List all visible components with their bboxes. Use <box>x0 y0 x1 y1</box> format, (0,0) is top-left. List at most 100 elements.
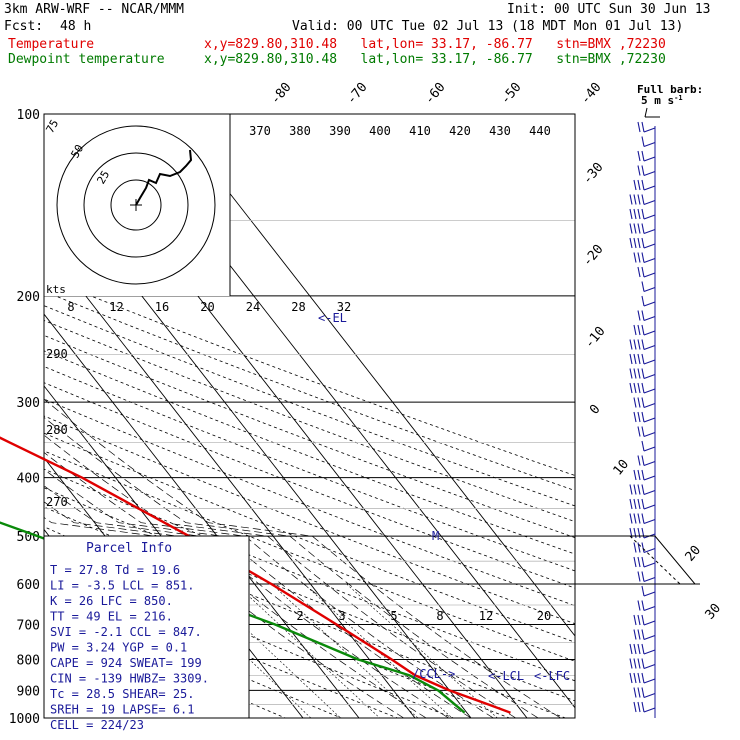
wind-barb-flag <box>637 614 641 626</box>
parcel-info-row: CIN = -139 HWBZ= 3309. <box>50 672 209 686</box>
wind-barb-flag <box>641 571 645 582</box>
hodograph-units: kts <box>46 283 66 296</box>
wind-barb-flag <box>641 484 645 495</box>
wind-barb-flag <box>637 629 641 640</box>
mixing-ratio-line <box>271 583 419 718</box>
wind-barb-shaft <box>643 185 656 191</box>
wind-barb-shaft <box>643 591 656 597</box>
hodograph: 75 50 25 kts <box>43 114 231 296</box>
wind-barb-flag <box>641 629 645 640</box>
theta-label: 390 <box>329 124 351 138</box>
wind-barb-flag <box>641 324 645 336</box>
temperature-location: x,y=829.80,310.48 lat,lon= 33.17, -86.77… <box>204 37 666 52</box>
wind-barb-flag <box>637 411 641 423</box>
parcel-info-title: Parcel Info <box>86 541 172 556</box>
wind-barb-shaft <box>643 156 656 162</box>
hodograph-ring-25: 25 <box>94 168 112 186</box>
wind-barb-shaft <box>643 373 656 380</box>
theta-label: 400 <box>369 124 391 138</box>
wind-barb-flag <box>641 411 645 423</box>
isotherm-label: 30 <box>703 601 725 623</box>
wind-barb-flag <box>641 643 645 655</box>
wind-barb-flag <box>641 397 645 408</box>
wind-barb-shaft <box>643 504 656 510</box>
wind-barb-flag <box>637 121 641 133</box>
wind-barb-flag <box>637 658 641 669</box>
wind-barb-flag <box>629 237 633 249</box>
isotherm-label: -30 <box>580 160 607 188</box>
wind-barb-flag <box>637 165 641 176</box>
wind-barb-flag <box>641 556 645 568</box>
parcel-info-row: CELL = 224/23 <box>50 718 144 732</box>
parcel-info-row: LI = -3.5 LCL = 851. <box>50 579 195 593</box>
wind-barb-flag <box>641 513 645 524</box>
wind-barb-shaft <box>643 489 656 496</box>
wind-barb-flag <box>629 339 633 350</box>
wind-barb-shaft <box>643 199 656 206</box>
isotherm-label: -10 <box>582 324 609 352</box>
theta-label: 410 <box>409 124 431 138</box>
wind-barb-flag <box>633 324 637 336</box>
wind-barb-shaft <box>643 417 656 423</box>
wind-barb-shaft <box>643 562 656 568</box>
scale-labels: 8 12 16 20 24 28 32 <box>67 300 351 314</box>
wind-barb-flag <box>629 484 633 495</box>
scale-label: 28 <box>291 300 305 314</box>
wind-barb-flag <box>641 339 645 350</box>
wind-barb-flag <box>641 542 645 553</box>
wind-barb-flag <box>637 556 641 568</box>
wind-barb-flag <box>641 208 645 220</box>
wind-barb-shaft <box>643 446 656 452</box>
wind-barb-flag <box>633 658 637 669</box>
wind-barb-shaft <box>643 272 656 278</box>
wind-barb-shaft <box>643 605 656 612</box>
wind-barb-flag <box>629 643 633 655</box>
theta-label-left: 280 <box>46 423 68 437</box>
lfc-marker: <-LFC <box>534 669 570 683</box>
isotherm-label: -80 <box>268 80 295 108</box>
skewed-axis <box>575 535 697 585</box>
wind-barb-shaft <box>643 620 656 626</box>
wind-barb-flag <box>633 237 637 249</box>
parcel-info-row: SVI = -2.1 CCL = 847. <box>50 625 202 639</box>
wind-barb-flag <box>633 614 637 626</box>
wind-barb-flag <box>633 484 637 495</box>
wind-barb-flag <box>633 397 637 408</box>
wind-barb-shaft <box>643 388 656 394</box>
theta-label-left: 290 <box>46 347 68 361</box>
parcel-info-row: TT = 49 EL = 216. <box>50 610 173 624</box>
isotherm-label: 10 <box>611 457 633 479</box>
wind-barb-flag <box>641 672 645 684</box>
isotherm-line <box>44 241 416 718</box>
parcel-info-row: SREH = 19 LAPSE= 6.1 <box>50 703 195 717</box>
mixing-ratio-label: 3 <box>338 609 345 623</box>
wind-barb-flag <box>637 455 641 466</box>
wind-barb-flag <box>637 542 641 553</box>
parcel-info-box: Parcel Info T = 27.8 Td = 19.6 LI = -3.5 … <box>43 535 250 732</box>
temperature-legend: Temperature <box>8 37 95 52</box>
wind-barb-shaft <box>643 547 656 554</box>
pressure-label: 300 <box>17 396 40 411</box>
wind-barb-flag <box>637 223 641 234</box>
wind-barb-flag <box>641 194 645 205</box>
wind-barb-flag <box>633 411 637 423</box>
isotherm-label: -50 <box>498 80 525 108</box>
wind-barb-flag <box>629 208 633 220</box>
wind-barb-flag <box>641 136 645 147</box>
fullbarb-units: 5 m s-1 <box>641 94 683 107</box>
wind-barb-flag <box>637 513 641 524</box>
wind-barb-flag <box>641 701 645 713</box>
wind-barb-flag <box>633 513 637 524</box>
isotherm-labels: -80 -70 -60 -50 -40 -30 -20 -10 0 10 20 30 <box>268 80 724 623</box>
mixing-ratio-labels: 2 3 5 8 12 20 <box>296 609 551 623</box>
wind-barb-flag <box>633 687 637 698</box>
wind-barb-shaft <box>643 460 656 467</box>
valid-time: Valid: 00 UTC Tue 02 Jul 13 (18 MDT Mon … <box>292 19 684 34</box>
wind-barbs <box>629 121 656 713</box>
parcel-info-row: PW = 3.24 YGP = 0.1 <box>50 641 187 655</box>
wind-barb-flag <box>629 658 633 669</box>
fullbarb-label: Full barb: <box>637 83 703 96</box>
wind-barb-flag <box>633 542 637 553</box>
